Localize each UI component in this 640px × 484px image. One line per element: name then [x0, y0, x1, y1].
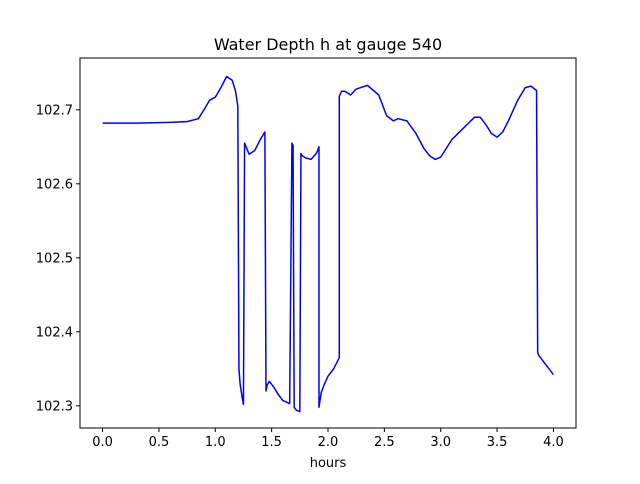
plot-frame	[79, 57, 577, 429]
y-tick-label: 102.3	[36, 399, 73, 414]
y-tick-label: 102.5	[36, 251, 73, 266]
x-axis: 0.0 0.5 1.0 1.5 2.0 2.5 3.0 3.5 4.0	[92, 428, 564, 450]
y-axis: 102.3 102.4 102.5 102.6 102.7	[36, 103, 80, 414]
x-tick-label: 4.0	[543, 435, 564, 450]
chart-title: Water Depth h at gauge 540	[214, 35, 442, 54]
x-tick-label: 1.0	[205, 435, 226, 450]
x-tick-label: 3.0	[430, 435, 451, 450]
x-tick-label: 3.5	[487, 435, 508, 450]
x-tick-label: 2.5	[374, 435, 395, 450]
y-tick-label: 102.6	[36, 177, 73, 192]
x-tick-label: 1.5	[261, 435, 282, 450]
plot-area	[102, 75, 555, 413]
y-tick-label: 102.7	[36, 103, 73, 118]
x-tick-label: 0.0	[92, 435, 113, 450]
x-axis-label: hours	[310, 456, 347, 471]
series-line-0	[102, 75, 555, 413]
x-tick-label: 0.5	[149, 435, 170, 450]
x-tick-label: 2.0	[318, 435, 339, 450]
y-tick-label: 102.4	[36, 325, 73, 340]
